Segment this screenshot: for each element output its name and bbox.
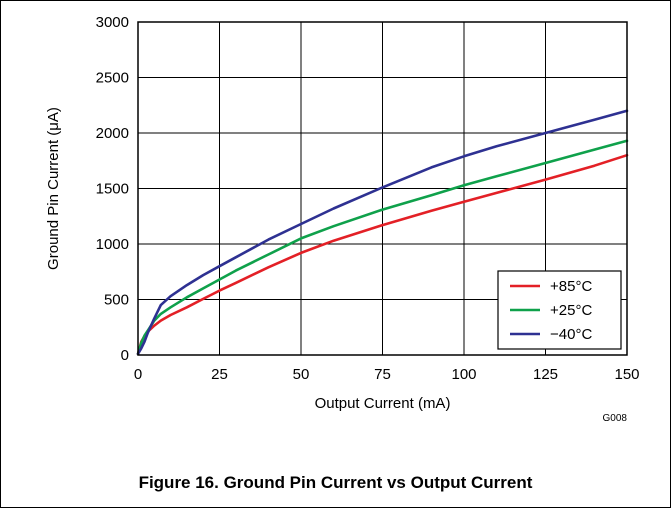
x-tick-label: 125 bbox=[533, 366, 558, 383]
x-tick-label: 100 bbox=[451, 366, 476, 383]
plot-area-frame bbox=[137, 21, 628, 356]
y-tick-label: 1000 bbox=[96, 236, 129, 253]
x-tick-label: 150 bbox=[614, 366, 639, 383]
y-axis-label: Ground Pin Current (μA) bbox=[45, 107, 62, 270]
y-tick-label: 500 bbox=[104, 292, 129, 309]
ground-pin-current-chart: 0 25 50 75 100 125 150050010001500200025003000… bbox=[45, 14, 640, 424]
y-tick-label: 2500 bbox=[96, 70, 129, 87]
figure-code-annotation: G008 bbox=[603, 413, 628, 424]
x-tick-label: 0 bbox=[134, 366, 142, 383]
legend: +85°C +25°C −40°C bbox=[497, 270, 622, 350]
legend-label: +85°C bbox=[550, 278, 592, 295]
series-line bbox=[136, 109, 629, 356]
x-tick-label: 25 bbox=[211, 366, 228, 383]
y-tick-label: 1500 bbox=[96, 181, 129, 198]
legend-label: +25°C bbox=[550, 302, 592, 319]
x-tick-label: 75 bbox=[374, 366, 391, 383]
x-axis-label: Output Current (mA) bbox=[315, 395, 451, 412]
y-tick-label: 3000 bbox=[96, 14, 129, 31]
figure-caption: Figure 16. Ground Pin Current vs Output … bbox=[138, 473, 533, 492]
legend-label: −40°C bbox=[550, 326, 592, 343]
y-tick-label: 2000 bbox=[96, 125, 129, 142]
y-tick-label: 0 bbox=[121, 347, 129, 364]
x-tick-label: 50 bbox=[293, 366, 310, 383]
